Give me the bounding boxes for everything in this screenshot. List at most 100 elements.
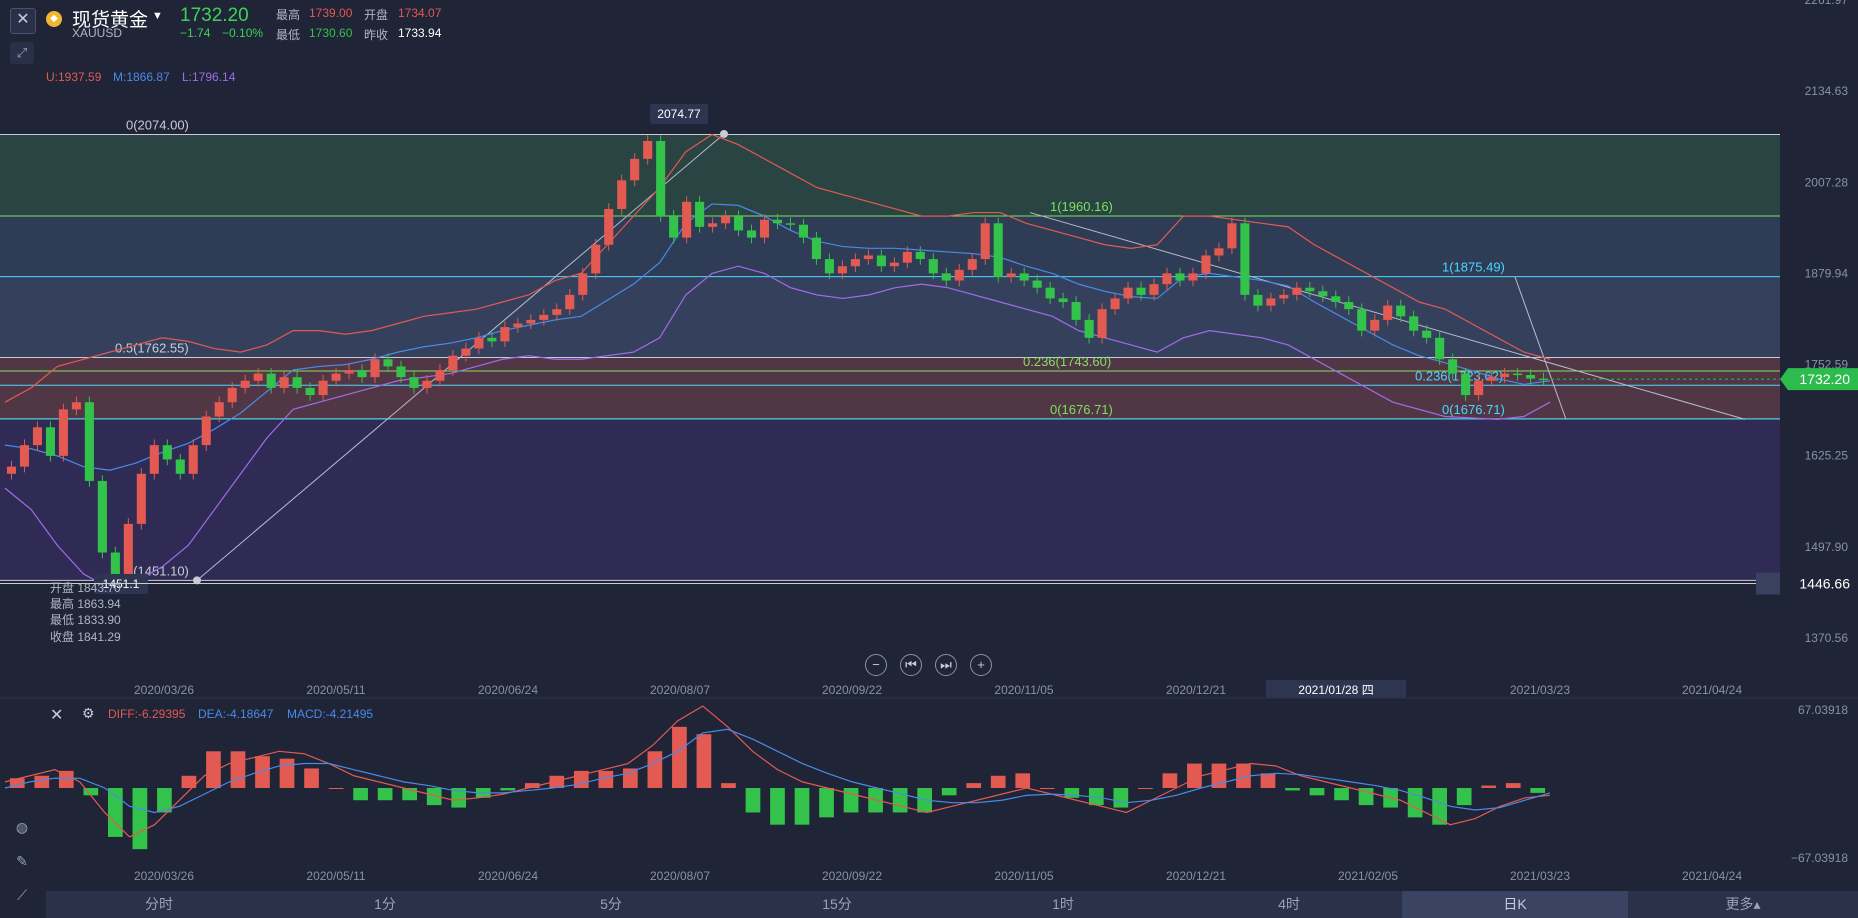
candle[interactable] [604, 208, 614, 245]
candle[interactable] [772, 219, 783, 224]
tab-timeframe-2[interactable]: 1分 [374, 896, 396, 912]
candle[interactable] [980, 223, 990, 260]
candle[interactable] [227, 387, 237, 403]
alarm-bell-icon[interactable] [1756, 572, 1780, 595]
candle[interactable] [954, 269, 964, 281]
skip-forward-icon[interactable]: ⏭ [935, 654, 957, 676]
candle[interactable] [1188, 273, 1198, 281]
trend-anchor[interactable] [193, 576, 201, 585]
candle[interactable] [1461, 373, 1471, 396]
candle[interactable] [656, 140, 666, 217]
draw-tool-icon[interactable]: ⤢ [10, 42, 34, 64]
candle[interactable] [305, 387, 315, 396]
candle[interactable] [1292, 287, 1302, 295]
candle[interactable] [162, 445, 172, 460]
candle[interactable] [1071, 302, 1081, 320]
candle[interactable] [643, 140, 653, 159]
candle[interactable] [201, 416, 211, 446]
candle[interactable] [1214, 248, 1224, 256]
candle[interactable] [1344, 302, 1354, 310]
pencil-icon[interactable]: ✎ [16, 853, 28, 869]
candle[interactable] [617, 180, 627, 209]
candle[interactable] [1123, 287, 1133, 299]
tab-timeframe-more[interactable]: 更多▴ [1725, 896, 1761, 912]
candle[interactable] [1227, 223, 1237, 249]
candle[interactable] [175, 459, 185, 474]
tab-timeframe-7[interactable]: 日K [1402, 891, 1628, 918]
candle[interactable] [1305, 287, 1315, 292]
close-icon[interactable]: ✕ [10, 8, 36, 34]
candle[interactable] [1435, 337, 1445, 360]
candle[interactable] [344, 370, 354, 374]
candle[interactable] [1045, 287, 1055, 299]
candle[interactable] [1084, 319, 1094, 338]
candle[interactable] [798, 224, 809, 238]
candle[interactable] [993, 223, 1003, 277]
candle[interactable] [1448, 359, 1458, 374]
candle[interactable] [669, 216, 679, 238]
candle[interactable] [188, 445, 198, 474]
candle[interactable] [785, 223, 796, 225]
candle[interactable] [266, 373, 276, 388]
indicator-icon[interactable]: ◍ [15, 819, 29, 835]
candle[interactable] [1318, 291, 1328, 297]
candle[interactable] [1162, 273, 1172, 285]
tab-timeframe-1[interactable]: 分时 [145, 896, 173, 912]
candle[interactable] [1097, 309, 1107, 338]
candle[interactable] [58, 409, 68, 456]
candle[interactable] [902, 251, 912, 263]
candle[interactable] [1487, 377, 1497, 381]
candle[interactable] [1149, 284, 1159, 295]
candle[interactable] [889, 262, 899, 267]
candle[interactable] [578, 273, 588, 295]
candle[interactable] [435, 370, 445, 381]
candle[interactable] [97, 480, 107, 553]
candle[interactable] [448, 355, 458, 371]
candle[interactable] [967, 259, 977, 270]
zoom-out-icon[interactable]: − [865, 654, 887, 676]
candle[interactable] [539, 314, 549, 320]
candle[interactable] [526, 319, 536, 324]
tab-timeframe-3[interactable]: 5分 [600, 896, 622, 912]
candle[interactable] [1136, 287, 1146, 295]
candle[interactable] [630, 158, 640, 181]
candle[interactable] [734, 216, 744, 231]
candle[interactable] [1538, 378, 1549, 381]
candle[interactable] [1396, 305, 1406, 317]
candle[interactable] [331, 373, 341, 381]
candle[interactable] [1253, 294, 1263, 306]
candle[interactable] [32, 427, 43, 446]
candle[interactable] [811, 237, 821, 260]
candle[interactable] [591, 244, 601, 274]
candle[interactable] [71, 402, 81, 410]
candle[interactable] [1525, 375, 1536, 379]
candle[interactable] [1058, 298, 1068, 303]
candle[interactable] [1110, 298, 1120, 310]
candle[interactable] [863, 255, 873, 260]
candle[interactable] [695, 201, 705, 227]
candle[interactable] [1019, 273, 1029, 281]
candle[interactable] [1240, 223, 1250, 295]
candle[interactable] [461, 348, 471, 356]
candle[interactable] [1474, 380, 1484, 396]
tab-timeframe-5[interactable]: 1时 [1052, 896, 1074, 912]
candle[interactable] [1409, 316, 1419, 331]
candle[interactable] [915, 251, 925, 260]
skip-back-icon[interactable]: ⏮ [900, 654, 922, 676]
tab-timeframe-6[interactable]: 4时 [1278, 896, 1300, 912]
candle[interactable] [422, 380, 432, 388]
candle[interactable] [876, 255, 886, 267]
candle[interactable] [552, 309, 562, 315]
candle[interactable] [1175, 273, 1185, 281]
candle[interactable] [708, 223, 718, 227]
candle[interactable] [6, 466, 17, 474]
candle[interactable] [824, 259, 834, 274]
candle[interactable] [383, 359, 393, 367]
candle[interactable] [928, 259, 938, 274]
tab-timeframe-4[interactable]: 15分 [822, 896, 852, 912]
candle[interactable] [1266, 298, 1276, 306]
macd-close-icon[interactable]: ✕ [50, 707, 64, 724]
candle[interactable] [1201, 255, 1211, 274]
candle[interactable] [1032, 280, 1042, 288]
candle[interactable] [19, 445, 30, 467]
